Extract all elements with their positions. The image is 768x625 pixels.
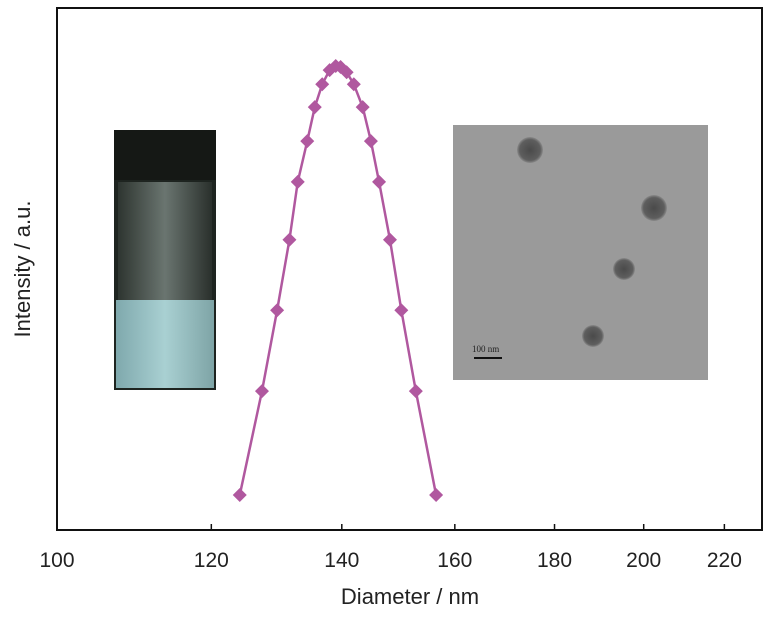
y-axis-label: Intensity / a.u. [10,201,35,338]
x-tick-label: 160 [437,549,472,572]
marker [322,63,337,78]
marker [300,134,315,149]
marker [372,174,387,189]
scale-bar-label: 100 nm [472,344,499,354]
marker [339,65,354,80]
x-tick-label: 180 [537,549,572,572]
marker [232,488,247,503]
x-tick-label: 120 [194,549,229,572]
marker [290,174,305,189]
marker [363,134,378,149]
x-tick-label: 100 [39,549,74,572]
marker [315,77,330,92]
vial-photo [114,130,216,390]
x-tick-label: 220 [707,549,742,572]
marker [307,100,322,115]
line [238,64,438,496]
x-axis-label: Diameter / nm [341,584,479,609]
marker [394,303,409,318]
marker [282,232,297,247]
plot-frame [56,7,763,531]
marker [382,232,397,247]
marker [355,100,370,115]
marker [254,384,269,399]
x-tick-label: 200 [626,549,661,572]
marker [270,303,285,318]
marker [346,77,361,92]
tem-image: 100 nm [453,125,708,380]
marker [429,488,444,503]
x-tick-label: 140 [324,549,359,572]
marker [408,384,423,399]
